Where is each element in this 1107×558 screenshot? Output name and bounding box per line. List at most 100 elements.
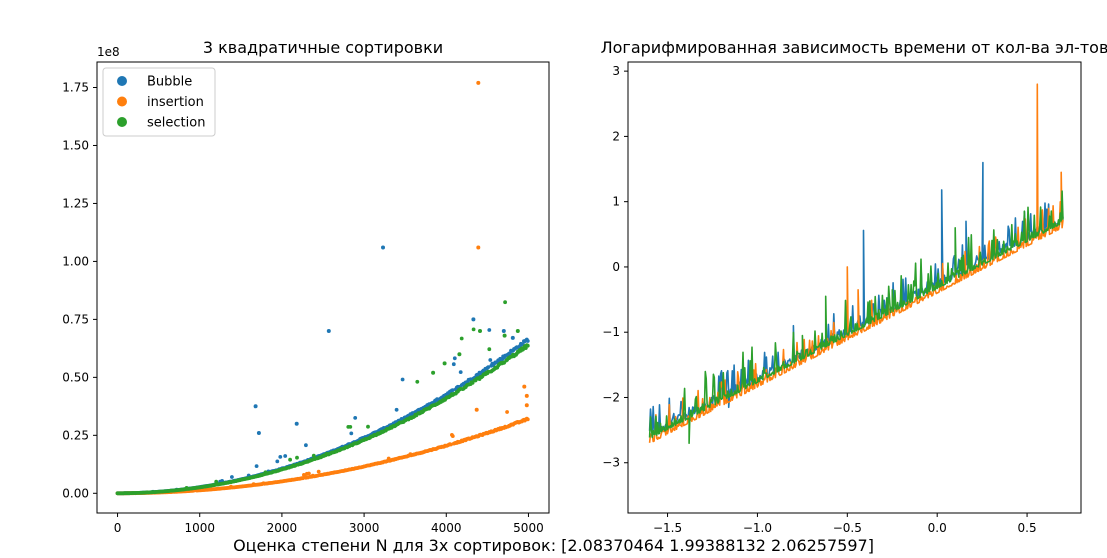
y-tick-label: 0.50: [62, 370, 89, 384]
y-tick-label: 1: [612, 195, 620, 209]
legend: Bubble insertion selection: [102, 67, 216, 137]
y-tick-label: 0.25: [62, 428, 89, 442]
series-line-2: [648, 190, 1064, 445]
outlier-point: [474, 407, 479, 412]
x-tick-label: 5000: [513, 521, 544, 535]
scatter-point: [254, 464, 259, 468]
scatter-point: [449, 442, 453, 447]
x-tick-label: 0.0: [928, 521, 947, 535]
outlier-point: [471, 317, 476, 322]
scatter-point: [503, 300, 507, 305]
scatter-point: [353, 416, 358, 420]
right-plot-lines: [648, 83, 1064, 445]
scatter-point: [525, 343, 530, 348]
series-selection-points: [115, 300, 530, 496]
scatter-point: [307, 471, 311, 476]
scatter-point: [450, 434, 455, 438]
scatter-point: [471, 327, 476, 332]
outlier-point: [515, 329, 520, 333]
scatter-point: [450, 388, 455, 392]
series-line-1: [648, 83, 1064, 443]
right-chart-title: Логарифмированная зависимость времени от…: [601, 38, 1107, 57]
outlier-point: [442, 361, 447, 366]
legend-box: [102, 67, 216, 137]
outlier-point: [457, 352, 462, 357]
y-tick-label: 3: [612, 64, 620, 78]
y-tick-label: 1.25: [62, 196, 89, 210]
legend-marker: [117, 117, 127, 127]
outlier-point: [522, 384, 527, 389]
figure-caption: Оценка степени N для 3х сортировок: [2.0…: [233, 536, 874, 555]
scatter-point: [525, 417, 530, 422]
scatter-point: [275, 459, 280, 464]
series-insertion-points: [115, 80, 530, 496]
scatter-point: [283, 454, 288, 458]
scatter-point: [487, 328, 492, 332]
scatter-point: [525, 339, 530, 343]
scatter-point: [508, 351, 512, 356]
scatter-point: [400, 377, 405, 382]
left-axes: 0 1000 2000 3000 4000 5000 0.00 0.25 0.50 0.75 1.0…: [62, 38, 550, 535]
legend-label: selection: [147, 116, 205, 131]
x-tick-label: 4000: [431, 521, 462, 535]
outlier-point: [431, 370, 436, 375]
scatter-point: [394, 407, 399, 412]
series-line-0: [648, 161, 1064, 435]
scatter-point: [459, 336, 464, 341]
scatter-point: [316, 469, 321, 474]
scatter-point: [301, 476, 305, 481]
outlier-point: [476, 80, 481, 85]
y-tick-label: 0: [612, 260, 620, 274]
x-tick-label: −1.5: [653, 521, 682, 535]
left-axes-frame: [96, 61, 550, 514]
right-axes: −1.5 −1.0 −0.5 0.0 0.5 −3 −2 −1 0 1 2 3 Логарифмиро…: [601, 38, 1107, 535]
scatter-point: [366, 424, 370, 429]
scatter-point: [486, 365, 491, 369]
y-tick-label: −3: [602, 456, 620, 470]
scatter-point: [415, 379, 420, 384]
x-tick-label: −0.5: [833, 521, 862, 535]
legend-label: Bubble: [147, 75, 192, 90]
outlier-point: [478, 329, 482, 333]
outlier-point: [326, 329, 331, 333]
y-tick-label: 0.00: [62, 486, 89, 500]
scatter-point: [488, 358, 493, 362]
x-tick-label: 1000: [184, 521, 215, 535]
scatter-point: [348, 425, 353, 429]
y-tick-label: 1.50: [62, 138, 89, 152]
scatter-point: [505, 410, 509, 414]
left-chart-title: 3 квадратичные сортировки: [203, 38, 443, 57]
x-tick-label: 0: [114, 521, 122, 535]
outlier-point: [501, 329, 506, 333]
y-tick-label: 2: [612, 129, 620, 143]
scatter-point: [230, 475, 234, 479]
y-tick-label: −2: [602, 390, 620, 404]
x-tick-label: 3000: [349, 521, 380, 535]
x-tick-label: −1.0: [743, 521, 772, 535]
outlier-point: [524, 393, 529, 398]
y-tick-label: 1.75: [62, 81, 89, 95]
scatter-point: [295, 455, 299, 460]
scatter-point: [452, 356, 457, 361]
x-tick-label: 2000: [267, 521, 298, 535]
left-plot-points: [115, 80, 530, 496]
y-tick-label: 0.75: [62, 312, 89, 326]
outlier-point: [476, 245, 481, 250]
left-axes-ticks: 0 1000 2000 3000 4000 5000 0.00 0.25 0.50 0.75 1.0…: [62, 81, 543, 535]
left-y-offset-text: 1e8: [97, 45, 120, 59]
y-tick-label: −1: [602, 325, 620, 339]
scatter-point: [349, 431, 354, 436]
legend-marker: [117, 76, 127, 86]
outlier-point: [253, 404, 258, 409]
right-axes-frame: [627, 61, 1082, 514]
outlier-point: [502, 333, 507, 338]
outlier-point: [381, 245, 385, 250]
scatter-point: [311, 453, 316, 458]
outlier-point: [510, 335, 515, 340]
outlier-point: [294, 421, 299, 426]
outlier-point: [256, 431, 261, 435]
right-axes-ticks: −1.5 −1.0 −0.5 0.0 0.5 −3 −2 −1 0 1 2 3: [602, 64, 1036, 535]
outlier-point: [524, 403, 529, 408]
y-tick-label: 1.00: [62, 254, 89, 268]
